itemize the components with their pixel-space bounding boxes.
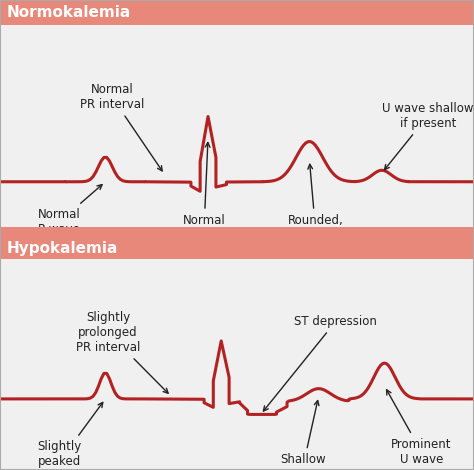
Text: Normal
QRS: Normal QRS (182, 142, 226, 242)
Text: Slightly
prolonged
PR interval: Slightly prolonged PR interval (76, 311, 168, 393)
FancyBboxPatch shape (0, 0, 474, 25)
Text: Hypokalemia: Hypokalemia (7, 241, 118, 256)
Text: U wave shallow
if present: U wave shallow if present (382, 102, 474, 170)
Text: Shallow
T wave: Shallow T wave (280, 400, 326, 470)
Text: Prominent
U wave: Prominent U wave (387, 390, 452, 466)
Text: Normal
P wave: Normal P wave (38, 185, 102, 236)
Text: Normokalemia: Normokalemia (7, 5, 131, 20)
Text: Rounded,
normal-size
T wave: Rounded, normal-size T wave (282, 164, 350, 257)
Text: Normal
PR interval: Normal PR interval (80, 83, 162, 171)
Text: Slightly
peaked
P wave: Slightly peaked P wave (37, 402, 103, 470)
Text: ST depression: ST depression (264, 315, 377, 411)
FancyBboxPatch shape (0, 227, 474, 259)
